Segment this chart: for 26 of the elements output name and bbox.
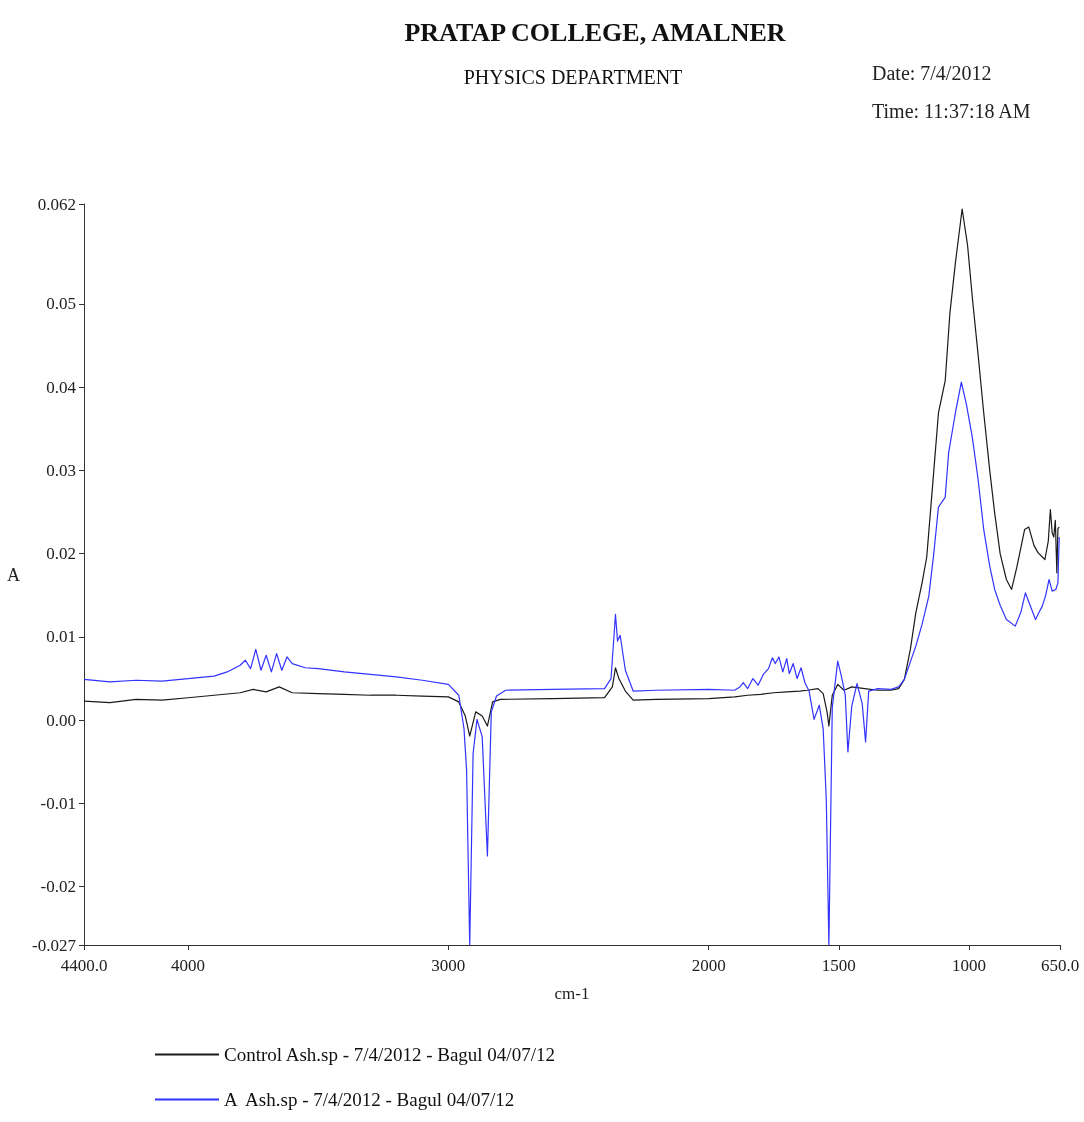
- text: Date: 7/4/2012: [872, 62, 992, 84]
- x-tick-label: 2000: [691, 956, 726, 975]
- chart-subtitle: PHYSICS DEPARTMENT: [463, 66, 683, 88]
- y-tick-label: 0.062: [37, 194, 76, 214]
- y-tick-label: 0.00: [46, 710, 76, 730]
- line-series: [83, 208, 1060, 737]
- y-tick-label: 0.04: [46, 377, 77, 397]
- x-tick-label: 650.0: [1040, 956, 1080, 975]
- x-tick-label: 1500: [821, 956, 856, 975]
- x-tick-label: 3000: [431, 956, 466, 975]
- y-tick-label: 0.05: [46, 294, 76, 314]
- x-axis-title: cm-1: [554, 984, 590, 1003]
- y-axis-title: A: [7, 564, 20, 585]
- y-tick-label: 0.02: [46, 544, 76, 564]
- text: Time: 11:37:18 AM: [872, 100, 1031, 122]
- x-tick-label: 4400.0: [60, 956, 108, 975]
- x-tick-label: 1000: [951, 956, 986, 975]
- y-tick-label: -0.01: [40, 793, 76, 813]
- y-tick-label: 0.01: [46, 627, 76, 647]
- x-tick-label: 4000: [171, 956, 206, 975]
- legend-label: A Ash.sp - 7/4/2012 - Bagul 04/07/12: [224, 1089, 515, 1110]
- y-tick-label: 0.03: [46, 460, 76, 480]
- y-tick-label: -0.02: [40, 877, 76, 897]
- legend-label: Control Ash.sp - 7/4/2012 - Bagul 04/07/12: [224, 1044, 555, 1065]
- chart-title: PRATAP COLLEGE, AMALNER: [404, 17, 786, 47]
- y-tick-label: -0.027: [32, 935, 77, 955]
